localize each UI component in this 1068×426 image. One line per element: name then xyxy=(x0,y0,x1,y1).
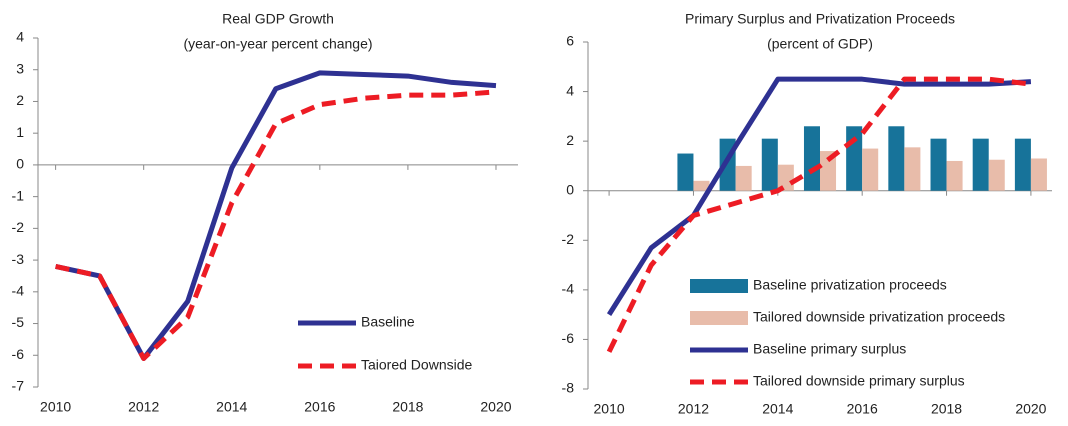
line xyxy=(55,70,497,361)
line xyxy=(606,76,1032,353)
legend-label: Taiored Downside xyxy=(361,357,472,373)
y-tick-label: 0 xyxy=(566,181,574,197)
y-tick-label: -7 xyxy=(12,378,25,394)
bar xyxy=(930,138,947,191)
bar xyxy=(693,180,710,191)
bar xyxy=(862,148,879,191)
y-tick-label: 0 xyxy=(16,156,24,172)
legend-swatch xyxy=(690,279,748,293)
y-tick-label: -3 xyxy=(12,251,25,267)
y-tick-label: 6 xyxy=(566,33,574,49)
y-tick-label: 2 xyxy=(566,132,574,148)
bar xyxy=(904,147,921,191)
x-tick-label: 2012 xyxy=(128,399,159,415)
x-tick-label: 2010 xyxy=(594,401,625,417)
legend-label: Tailored downside privatization proceeds xyxy=(753,309,1005,325)
chart-title: Primary Surplus and Privatization Procee… xyxy=(685,11,955,27)
y-tick-label: -2 xyxy=(12,219,25,235)
chart-title: Real GDP Growth xyxy=(222,11,334,27)
bar xyxy=(735,165,752,191)
legend-label: Baseline privatization proceeds xyxy=(753,277,947,293)
line xyxy=(55,89,497,361)
x-tick-label: 2020 xyxy=(1015,401,1046,417)
x-tick-label: 2016 xyxy=(847,401,878,417)
y-tick-label: 3 xyxy=(16,60,24,76)
y-tick-label: -4 xyxy=(562,281,575,297)
bar xyxy=(888,126,905,191)
y-tick-label: 2 xyxy=(16,92,24,108)
legend-label: Tailored downside primary surplus xyxy=(753,373,965,389)
bar xyxy=(846,126,863,191)
bar xyxy=(820,151,837,191)
x-tick-label: 2018 xyxy=(931,401,962,417)
y-tick-label: -1 xyxy=(12,187,25,203)
x-tick-label: 2014 xyxy=(216,399,247,415)
x-tick-label: 2012 xyxy=(678,401,709,417)
x-tick-label: 2014 xyxy=(762,401,793,417)
bar xyxy=(1030,158,1047,191)
chart-subtitle: (percent of GDP) xyxy=(767,36,873,52)
bar xyxy=(803,126,820,191)
legend-label: Baseline primary surplus xyxy=(753,341,906,357)
bar xyxy=(677,153,694,191)
x-tick-label: 2018 xyxy=(392,399,423,415)
y-tick-label: -2 xyxy=(562,231,575,247)
y-tick-label: -6 xyxy=(12,346,25,362)
y-tick-label: -4 xyxy=(12,283,25,299)
bar xyxy=(777,164,794,191)
bar xyxy=(761,138,778,191)
y-tick-label: 4 xyxy=(566,82,574,98)
y-tick-label: -6 xyxy=(562,330,575,346)
bar xyxy=(988,159,1005,191)
line xyxy=(606,76,1032,316)
legend-label: Baseline xyxy=(361,314,415,330)
x-tick-label: 2016 xyxy=(304,399,335,415)
x-tick-label: 2010 xyxy=(40,399,71,415)
bar xyxy=(946,160,963,191)
bar xyxy=(972,138,989,191)
y-tick-label: -8 xyxy=(562,380,575,396)
y-tick-label: 4 xyxy=(16,29,24,45)
chart-subtitle: (year-on-year percent change) xyxy=(183,36,372,52)
bar xyxy=(1014,138,1031,191)
y-tick-label: -5 xyxy=(12,314,25,330)
legend-swatch xyxy=(690,311,748,325)
y-tick-label: 1 xyxy=(16,124,24,140)
x-tick-label: 2020 xyxy=(480,399,511,415)
